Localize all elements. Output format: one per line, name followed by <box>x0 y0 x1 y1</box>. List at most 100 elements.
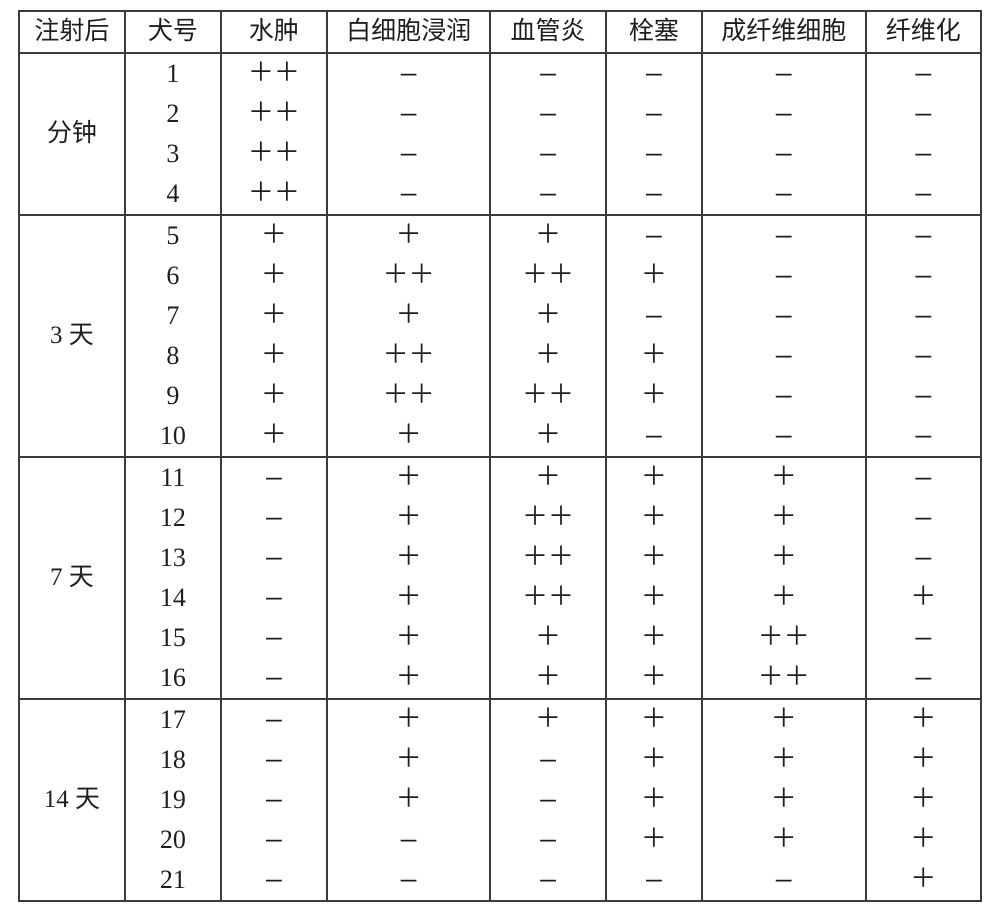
symbol: ＋ <box>535 421 561 451</box>
dog-number: 11 <box>160 463 185 492</box>
symbol: — <box>776 381 792 411</box>
cell-fibros: ＋ <box>866 860 982 901</box>
symbol: ＋ <box>771 463 797 493</box>
dog-number: 21 <box>160 865 186 894</box>
cell-dog: 15 <box>125 618 221 658</box>
symbol: — <box>776 99 792 129</box>
cell-wbc: ＋ <box>327 658 491 699</box>
cell-wbc: ＋＋ <box>327 336 491 376</box>
cell-dog: 1 <box>125 53 221 94</box>
cell-emb: ＋ <box>606 457 702 498</box>
cell-dog: 14 <box>125 578 221 618</box>
cell-fibros: — <box>866 336 982 376</box>
cell-wbc: — <box>327 860 491 901</box>
symbol: ＋＋ <box>522 583 574 613</box>
cell-wbc: ＋ <box>327 416 491 457</box>
symbol: ＋ <box>261 301 287 331</box>
cell-wbc: — <box>327 94 491 134</box>
symbol: ＋ <box>396 421 422 451</box>
cell-dog: 18 <box>125 740 221 780</box>
cell-emb: ＋ <box>606 538 702 578</box>
cell-vasc: ＋ <box>490 336 605 376</box>
table-row: 21—————＋ <box>19 860 981 901</box>
symbol: ＋ <box>641 785 667 815</box>
dog-number: 5 <box>166 221 179 250</box>
cell-vasc: — <box>490 53 605 94</box>
cell-fibrob: ＋＋ <box>702 618 866 658</box>
cell-edema: — <box>221 618 327 658</box>
symbol: — <box>776 421 792 451</box>
cell-fibros: — <box>866 94 982 134</box>
cell-edema: — <box>221 860 327 901</box>
symbol: ＋ <box>910 825 936 855</box>
cell-edema: — <box>221 820 327 860</box>
table-row: 10＋＋＋——— <box>19 416 981 457</box>
cell-fibrob: ＋ <box>702 578 866 618</box>
symbol: ＋ <box>641 663 667 693</box>
cell-emb: ＋ <box>606 618 702 658</box>
symbol: — <box>646 139 662 169</box>
symbol: ＋ <box>396 221 422 251</box>
cell-wbc: — <box>327 53 491 94</box>
symbol: ＋＋ <box>248 99 300 129</box>
symbol: ＋ <box>261 341 287 371</box>
cell-dog: 6 <box>125 256 221 296</box>
symbol: ＋ <box>641 745 667 775</box>
cell-vasc: — <box>490 820 605 860</box>
symbol: ＋ <box>771 825 797 855</box>
symbol: ＋ <box>261 421 287 451</box>
cell-fibros: — <box>866 174 982 215</box>
symbol: ＋ <box>910 785 936 815</box>
cell-fibrob: ＋ <box>702 457 866 498</box>
cell-wbc: ＋ <box>327 740 491 780</box>
symbol: — <box>915 463 931 493</box>
cell-fibrob: ＋ <box>702 498 866 538</box>
symbol: ＋ <box>771 543 797 573</box>
symbol: ＋ <box>396 705 422 735</box>
symbol: — <box>401 139 417 169</box>
cell-fibrob: ＋＋ <box>702 658 866 699</box>
symbol: — <box>266 463 282 493</box>
cell-emb: — <box>606 53 702 94</box>
symbol: — <box>776 865 792 895</box>
cell-emb: — <box>606 174 702 215</box>
symbol: — <box>540 745 556 775</box>
symbol: — <box>776 261 792 291</box>
symbol: — <box>401 59 417 89</box>
cell-fibros: ＋ <box>866 699 982 740</box>
symbol: — <box>266 503 282 533</box>
cell-emb: — <box>606 416 702 457</box>
cell-edema: — <box>221 578 327 618</box>
cell-vasc: ＋ <box>490 416 605 457</box>
cell-emb: ＋ <box>606 498 702 538</box>
dog-number: 18 <box>160 745 186 774</box>
cell-emb: ＋ <box>606 336 702 376</box>
cell-fibrob: — <box>702 376 866 416</box>
symbol: ＋＋ <box>522 503 574 533</box>
symbol: ＋ <box>641 705 667 735</box>
symbol: — <box>266 663 282 693</box>
table-row: 3＋＋————— <box>19 134 981 174</box>
cell-edema: ＋ <box>221 336 327 376</box>
symbol: — <box>266 865 282 895</box>
cell-fibros: ＋ <box>866 578 982 618</box>
cell-fibros: — <box>866 134 982 174</box>
cell-fibros: — <box>866 296 982 336</box>
symbol: ＋ <box>535 221 561 251</box>
time-group-cell: 3 天 <box>19 215 125 457</box>
dog-number: 17 <box>160 705 186 734</box>
table-row: 19—＋—＋＋＋ <box>19 780 981 820</box>
cell-fibros: ＋ <box>866 780 982 820</box>
table-row: 7 天11—＋＋＋＋— <box>19 457 981 498</box>
dog-number: 1 <box>166 59 179 88</box>
cell-wbc: ＋ <box>327 457 491 498</box>
cell-edema: ＋＋ <box>221 94 327 134</box>
cell-dog: 13 <box>125 538 221 578</box>
table-row: 9＋＋＋＋＋＋—— <box>19 376 981 416</box>
symbol: ＋＋ <box>522 261 574 291</box>
symbol: — <box>915 99 931 129</box>
symbol: ＋ <box>261 381 287 411</box>
symbol: — <box>646 221 662 251</box>
cell-fibros: — <box>866 658 982 699</box>
cell-fibrob: — <box>702 336 866 376</box>
